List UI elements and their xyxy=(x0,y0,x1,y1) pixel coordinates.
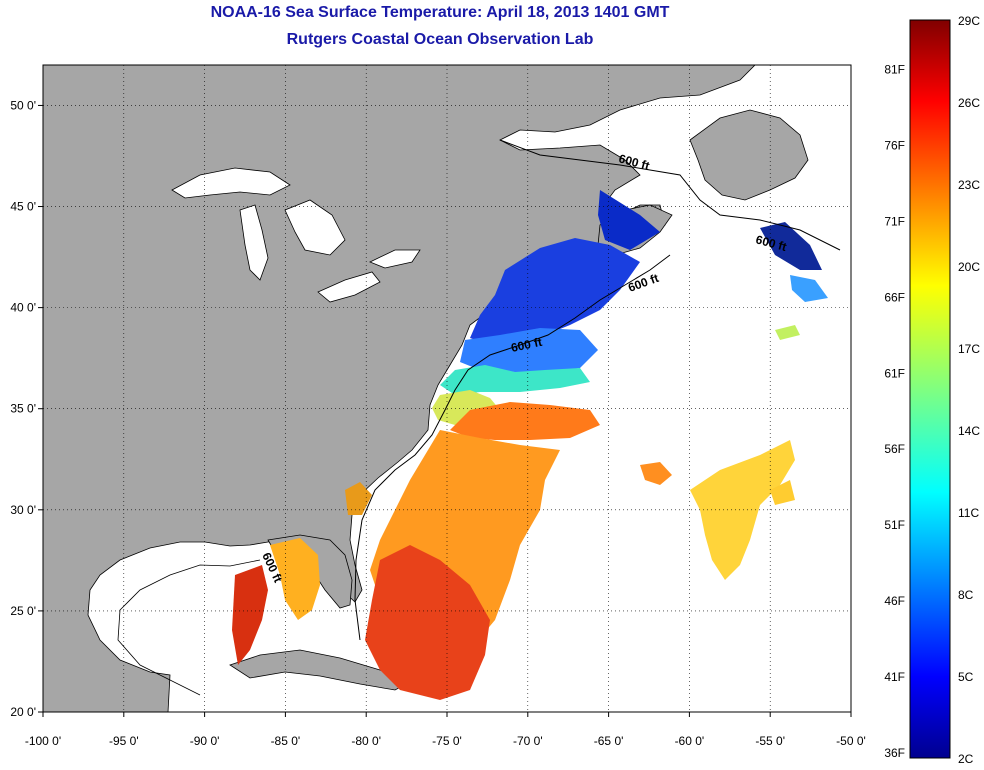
colorbar-fahrenheit-label: 66F xyxy=(884,290,905,304)
lon-tick-label: -65 0' xyxy=(594,734,624,748)
colorbar-celsius-label: 11C xyxy=(958,506,979,520)
lon-tick-label: -60 0' xyxy=(675,734,705,748)
lat-tick-label: 35 0' xyxy=(10,402,36,416)
colorbar-fahrenheit-label: 51F xyxy=(884,518,905,532)
shelf-contour-north xyxy=(499,139,841,251)
lon-tick-label: -95 0' xyxy=(109,734,139,748)
lon-tick-label: -70 0' xyxy=(513,734,543,748)
colorbar-fahrenheit-label: 41F xyxy=(884,670,905,684)
map-gridlines xyxy=(43,65,851,712)
land-newfoundland xyxy=(689,109,809,201)
lat-tick-label: 25 0' xyxy=(10,604,36,618)
colorbar-fahrenheit-label: 46F xyxy=(884,594,905,608)
colorbar-celsius-label: 26C xyxy=(958,96,980,110)
lon-tick-label: -85 0' xyxy=(271,734,301,748)
lat-tick-label: 45 0' xyxy=(10,200,36,214)
colorbar-celsius-label: 17C xyxy=(958,342,980,356)
lake-michigan-huron xyxy=(239,199,346,281)
land-north-america xyxy=(43,65,756,712)
lon-tick-label: -100 0' xyxy=(25,734,61,748)
colorbar-fahrenheit-label: 56F xyxy=(884,442,905,456)
longitude-axis: -100 0' -95 0' -90 0' -85 0' -80 0' -75 0' -70… xyxy=(25,712,866,748)
lon-tick-label: -80 0' xyxy=(351,734,381,748)
colorbar-celsius-label: 23C xyxy=(958,178,980,192)
lon-tick-label: -55 0' xyxy=(755,734,785,748)
colorbar-fahrenheit-label: 61F xyxy=(884,366,905,380)
colorbar-celsius-label: 5C xyxy=(958,670,974,684)
colorbar-celsius-label: 20C xyxy=(958,260,980,274)
lake-superior xyxy=(171,167,291,199)
lon-tick-label: -50 0' xyxy=(836,734,866,748)
lat-tick-label: 50 0' xyxy=(10,98,36,112)
colorbar-celsius-label: 8C xyxy=(958,588,974,602)
map-subtitle: Rutgers Coastal Ocean Observation Lab xyxy=(286,31,594,48)
map-title: NOAA-16 Sea Surface Temperature: April 1… xyxy=(210,4,670,21)
colorbar-fahrenheit-label: 71F xyxy=(884,214,905,228)
colorbar-fahrenheit-label: 36F xyxy=(884,746,905,760)
shelf-contour-atlantic xyxy=(354,254,671,641)
colorbar-celsius-label: 2C xyxy=(958,752,974,766)
lat-tick-label: 20 0' xyxy=(10,705,36,719)
colorbar-fahrenheit-label: 76F xyxy=(884,139,905,153)
colorbar xyxy=(909,19,951,759)
lon-tick-label: -75 0' xyxy=(432,734,462,748)
lon-tick-label: -90 0' xyxy=(190,734,220,748)
lat-tick-label: 30 0' xyxy=(10,503,36,517)
latitude-axis: 20 0' 25 0' 30 0' 35 0' 40 0' 45 0' 50 0' xyxy=(10,98,43,719)
colorbar-fahrenheit-label: 81F xyxy=(884,63,905,77)
colorbar-celsius-label: 14C xyxy=(958,424,980,438)
sst-data-layer xyxy=(232,190,828,700)
colorbar-celsius-label: 29C xyxy=(958,14,980,28)
lat-tick-label: 40 0' xyxy=(10,301,36,315)
contour-label-4: 600 ft xyxy=(510,335,544,355)
lake-erie-ontario xyxy=(317,249,421,303)
shelf-contour-gulf xyxy=(117,559,261,696)
colorbar-labels: 29C 26C 23C 20C 17C 14C 11C 8C 5C 2C 81F 76F 71F 66F 6… xyxy=(884,14,980,766)
